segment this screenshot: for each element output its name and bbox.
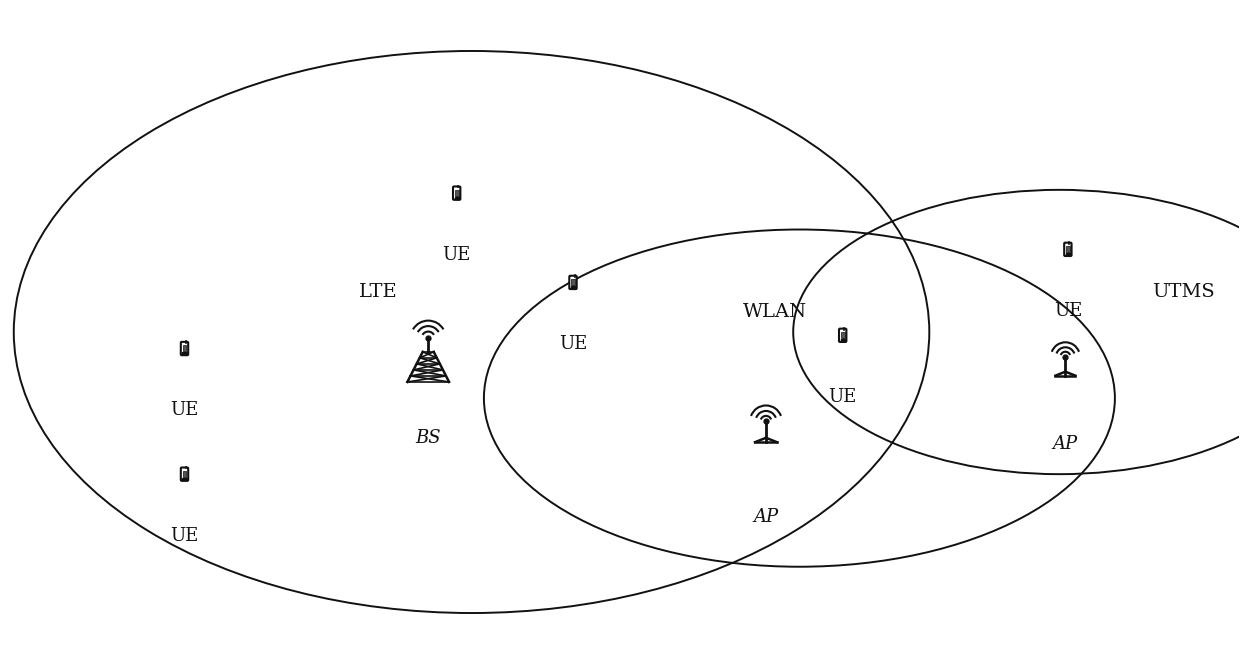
FancyBboxPatch shape — [839, 329, 847, 342]
FancyBboxPatch shape — [453, 187, 460, 200]
Text: UE: UE — [559, 335, 588, 353]
FancyBboxPatch shape — [181, 467, 188, 481]
Text: UTMS: UTMS — [1152, 284, 1215, 301]
Text: AP: AP — [1053, 436, 1078, 454]
Bar — [841, 332, 844, 338]
FancyBboxPatch shape — [569, 276, 577, 289]
Bar — [182, 345, 186, 351]
Text: LTE: LTE — [360, 284, 398, 301]
Text: AP: AP — [754, 508, 779, 526]
Bar — [572, 279, 575, 285]
Bar — [455, 190, 459, 196]
Text: WLAN: WLAN — [743, 303, 807, 321]
Text: UE: UE — [828, 388, 857, 406]
FancyBboxPatch shape — [181, 342, 188, 355]
Text: UE: UE — [1054, 302, 1083, 320]
Text: UE: UE — [170, 401, 198, 419]
Text: UE: UE — [443, 246, 471, 264]
Bar — [182, 471, 186, 477]
FancyBboxPatch shape — [1064, 242, 1071, 256]
Bar — [1066, 246, 1070, 252]
Text: BS: BS — [415, 429, 441, 447]
Text: UE: UE — [170, 527, 198, 544]
